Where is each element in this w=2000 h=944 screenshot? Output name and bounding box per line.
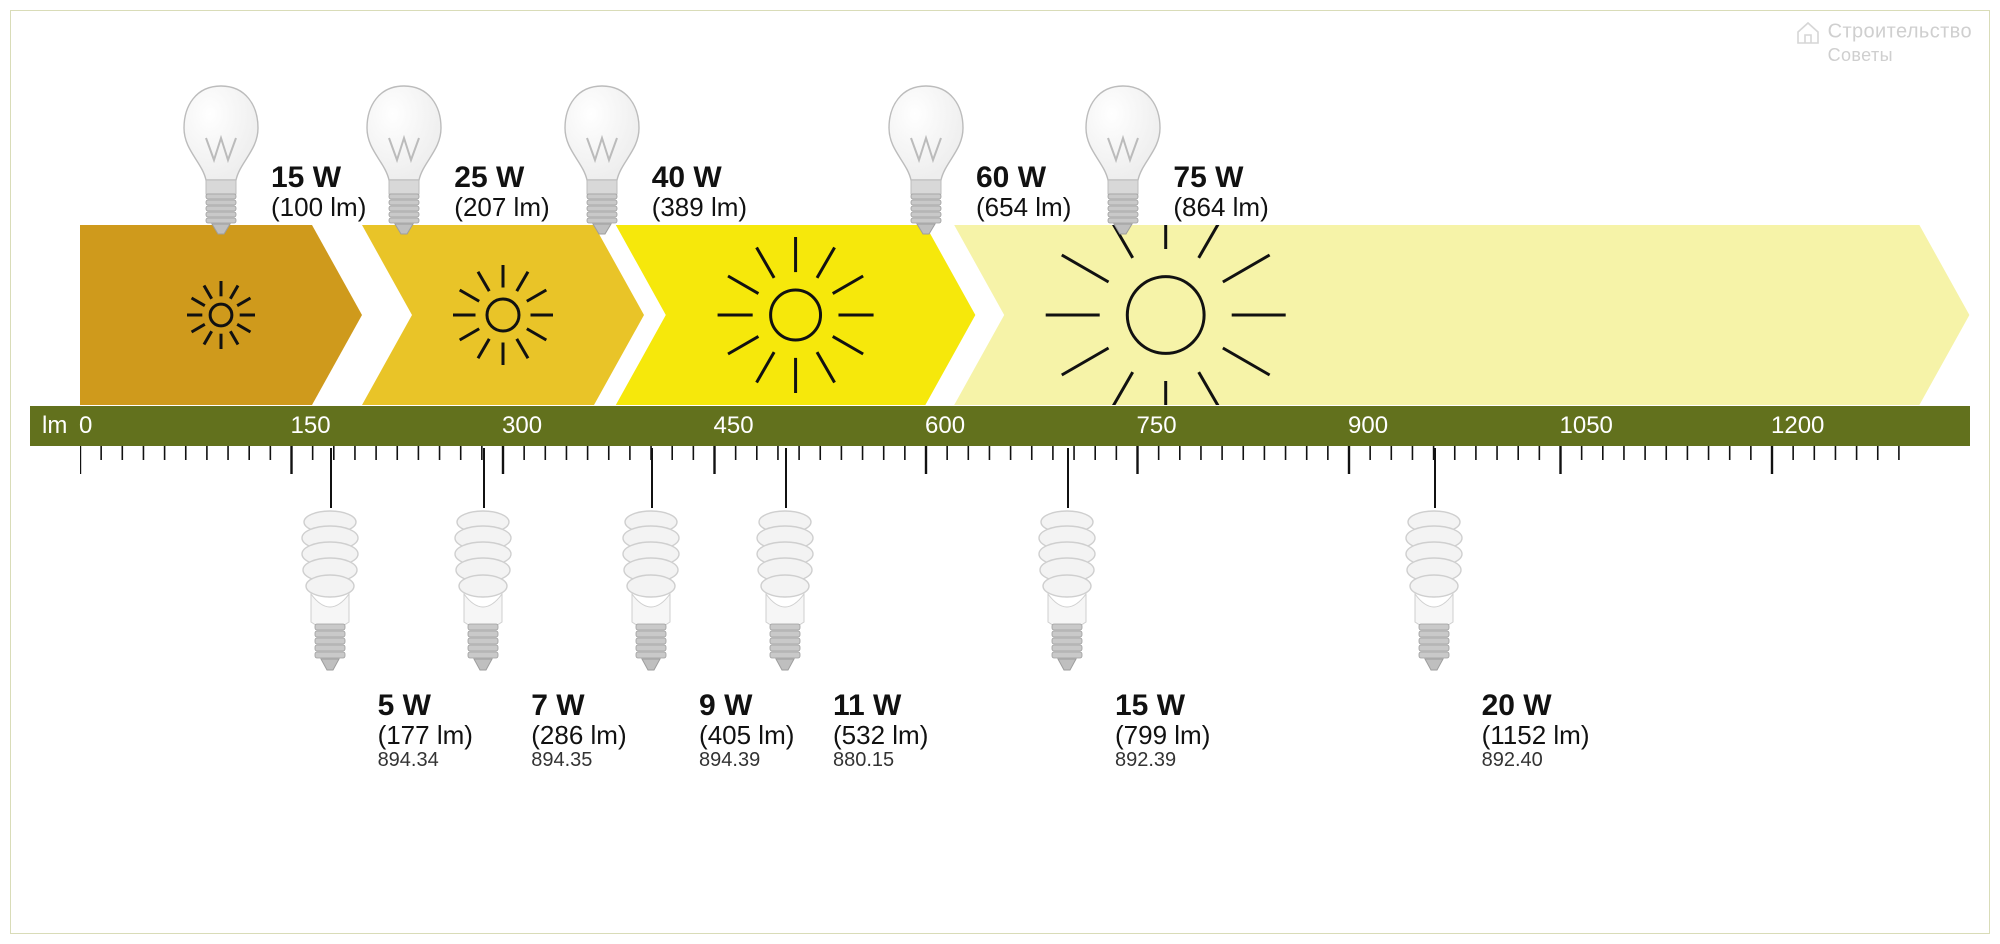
cfl-label: 5 W(177 lm)894.34	[378, 690, 473, 771]
watts-value: 11 W	[833, 690, 928, 722]
watts-value: 15 W	[1115, 690, 1210, 722]
lumen-comparison-chart: lm015030045060075090010501200 15 W(100 l…	[30, 0, 1970, 944]
product-code: 892.39	[1115, 749, 1210, 771]
lumens-value: (654 lm)	[976, 194, 1071, 221]
incandescent-label: 15 W(100 lm)	[271, 162, 366, 221]
watts-value: 60 W	[976, 162, 1071, 194]
cfl-drop-line	[330, 448, 332, 508]
lumens-value: (532 lm)	[833, 722, 928, 749]
cfl-label: 20 W(1152 lm)892.40	[1482, 690, 1590, 771]
product-code: 880.15	[833, 749, 928, 771]
watts-value: 25 W	[454, 162, 549, 194]
lumens-value: (389 lm)	[652, 194, 747, 221]
scale-tick-label: 1200	[1771, 412, 1824, 440]
scale-tick-label: 300	[502, 412, 542, 440]
incandescent-bulb-icon	[359, 80, 449, 250]
lumens-value: (799 lm)	[1115, 722, 1210, 749]
scale-tick-label: 150	[291, 412, 331, 440]
scale-tick-label: 900	[1348, 412, 1388, 440]
cfl-bulb-icon	[606, 502, 696, 692]
lumens-value: (177 lm)	[378, 722, 473, 749]
brightness-arrows	[80, 225, 1970, 405]
product-code: 894.39	[699, 749, 794, 771]
watts-value: 9 W	[699, 690, 794, 722]
scale-tick-label: 600	[925, 412, 965, 440]
cfl-label: 7 W(286 lm)894.35	[531, 690, 626, 771]
lumens-value: (1152 lm)	[1482, 722, 1590, 749]
watts-value: 20 W	[1482, 690, 1590, 722]
ruler	[80, 446, 1940, 496]
incandescent-label: 75 W(864 lm)	[1173, 162, 1268, 221]
watts-value: 7 W	[531, 690, 626, 722]
cfl-drop-line	[651, 448, 653, 508]
lumens-value: (207 lm)	[454, 194, 549, 221]
cfl-bulb-icon	[438, 502, 528, 692]
incandescent-bulb-icon	[557, 80, 647, 250]
scale-tick-label: 1050	[1560, 412, 1613, 440]
lumens-value: (864 lm)	[1173, 194, 1268, 221]
product-code: 894.35	[531, 749, 626, 771]
product-code: 892.40	[1482, 749, 1590, 771]
scale-tick-label: 0	[79, 412, 92, 440]
incandescent-label: 25 W(207 lm)	[454, 162, 549, 221]
cfl-bulb-icon	[1389, 502, 1479, 692]
cfl-label: 9 W(405 lm)894.39	[699, 690, 794, 771]
watts-value: 5 W	[378, 690, 473, 722]
product-code: 894.34	[378, 749, 473, 771]
lumens-value: (286 lm)	[531, 722, 626, 749]
cfl-drop-line	[1067, 448, 1069, 508]
scale-unit-label: lm	[42, 412, 67, 440]
lumens-value: (100 lm)	[271, 194, 366, 221]
cfl-drop-line	[483, 448, 485, 508]
scale-tick-label: 450	[714, 412, 754, 440]
incandescent-bulb-icon	[881, 80, 971, 250]
incandescent-label: 40 W(389 lm)	[652, 162, 747, 221]
cfl-bulb-icon	[740, 502, 830, 692]
watts-value: 15 W	[271, 162, 366, 194]
watts-value: 75 W	[1173, 162, 1268, 194]
cfl-drop-line	[1434, 448, 1436, 508]
watts-value: 40 W	[652, 162, 747, 194]
cfl-drop-line	[785, 448, 787, 508]
incandescent-bulb-icon	[176, 80, 266, 250]
cfl-label: 11 W(532 lm)880.15	[833, 690, 928, 771]
cfl-bulb-icon	[285, 502, 375, 692]
incandescent-label: 60 W(654 lm)	[976, 162, 1071, 221]
scale-tick-label: 750	[1137, 412, 1177, 440]
lumens-value: (405 lm)	[699, 722, 794, 749]
cfl-label: 15 W(799 lm)892.39	[1115, 690, 1210, 771]
incandescent-bulb-icon	[1078, 80, 1168, 250]
scale-band: lm 0 150 300 450 600 750 900 1050 1200	[30, 406, 1970, 446]
cfl-bulb-icon	[1022, 502, 1112, 692]
